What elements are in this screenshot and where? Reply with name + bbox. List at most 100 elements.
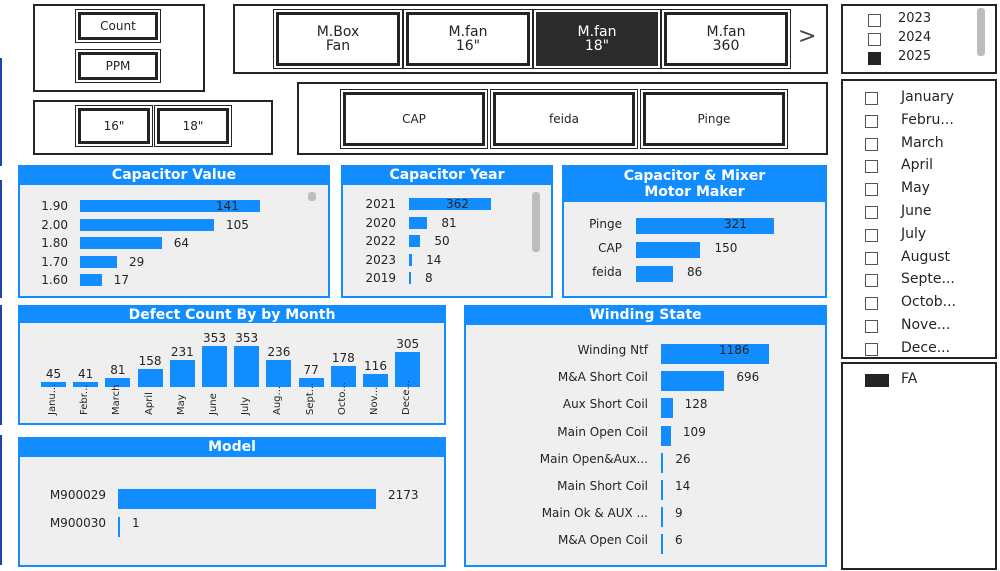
model-title: Model [20, 439, 444, 457]
winding_state-bar[interactable] [661, 507, 663, 528]
month-column[interactable] [73, 382, 99, 387]
capacitor_year-bar[interactable] [409, 253, 413, 266]
month-checkbox[interactable] [865, 183, 878, 197]
capacitor_maker-bar[interactable] [636, 242, 701, 258]
tab-mfan-18[interactable]: M.fan 18" [533, 9, 661, 69]
winding_state-bar[interactable] [661, 425, 671, 446]
month-label: Febru... [901, 111, 954, 128]
model-bar[interactable] [118, 517, 120, 537]
winding-state-card: Winding State Winding Ntf 1186 M&A Short C… [464, 305, 827, 567]
capacitor-value-scrollbar[interactable] [308, 192, 316, 201]
model-bar[interactable] [118, 489, 376, 509]
capacitor_value-value: 64 [173, 236, 189, 250]
capacitor_year-bar[interactable] [409, 272, 411, 284]
capacitor_value-label: 1.70 [41, 254, 68, 269]
month-column-value: 41 [78, 367, 94, 382]
winding_state-bar[interactable] [661, 371, 725, 392]
year-label-2024: 2024 [898, 30, 932, 45]
capacitor_year-label: 2023 [365, 252, 396, 267]
capacitor_year-bar[interactable] [409, 216, 428, 229]
capacitor_maker-bar[interactable] [636, 266, 673, 282]
month-column[interactable] [137, 368, 163, 387]
count-button[interactable]: Count [75, 9, 161, 43]
tab-mfan-16[interactable]: M.fan 16" [403, 9, 533, 69]
month-checkbox[interactable] [865, 160, 878, 174]
size-16-button[interactable]: 16" [75, 105, 153, 147]
month-column[interactable] [395, 351, 421, 387]
winding_state-label: M&A Open Coil [558, 533, 648, 548]
capacitor_year-bar[interactable] [409, 235, 421, 247]
month-column-value: 116 [364, 358, 387, 373]
winding_state-label: Aux Short Coil [562, 397, 648, 412]
month-checkbox[interactable] [865, 297, 878, 311]
capacitor_year-bar[interactable] [409, 198, 491, 210]
capacitor_maker-label: feida [592, 265, 622, 279]
capacitor_value-bar[interactable] [80, 274, 102, 286]
defect-by-month-card: Defect Count By by Month 45 Janu... 41 Febr… [18, 305, 446, 425]
capacitor-year-card: Capacitor Year 2021 362 2020 81 2022 50 2023 14… [341, 165, 553, 298]
tab-mbox-fan[interactable]: M.Box Fan [273, 9, 403, 69]
winding_state-bar[interactable] [661, 534, 663, 555]
capacitor_value-bar[interactable] [80, 218, 215, 231]
year-checkbox-2023[interactable] [868, 14, 881, 27]
metric-slicer: Count PPM [33, 4, 205, 92]
month-column[interactable] [41, 381, 66, 387]
size-18-button[interactable]: 18" [154, 105, 232, 147]
year-checkbox-2025[interactable] [868, 52, 881, 65]
month-checkbox[interactable] [865, 274, 878, 288]
month-checkbox[interactable] [865, 342, 878, 356]
winding_state-value: 6 [675, 533, 683, 548]
month-column[interactable] [298, 378, 324, 387]
month-checkbox[interactable] [865, 320, 878, 333]
capacitor_value-value: 29 [129, 254, 145, 269]
month-column[interactable] [363, 373, 388, 387]
capacitor_value-label: 1.60 [41, 273, 68, 287]
month-checkbox[interactable] [865, 228, 878, 242]
month-checkbox[interactable] [865, 114, 878, 128]
capacitor_value-bar[interactable] [80, 200, 260, 212]
month-column[interactable] [234, 346, 260, 387]
winding_state-bar[interactable] [661, 398, 673, 419]
year-checkbox-2024[interactable] [868, 33, 881, 46]
winding_state-bar[interactable] [661, 344, 769, 364]
capacitor_maker-value: 150 [714, 241, 738, 255]
model-value: 1 [132, 516, 140, 530]
month-column[interactable] [105, 377, 131, 387]
month-slicer: January Febru... March April May June July Augu… [841, 79, 997, 359]
model-tab-slicer: M.Box Fan M.fan 16" M.fan 18" M.fan 360 … [233, 4, 828, 74]
next-arrow-icon[interactable]: > [798, 24, 817, 49]
month-axis-label: July [240, 397, 252, 415]
capacitor-year-title: Capacitor Year [343, 167, 551, 185]
month-checkbox[interactable] [865, 206, 878, 219]
model-label: M900030 [49, 516, 106, 530]
winding_state-value: 14 [675, 479, 691, 493]
month-label: Octob... [901, 294, 957, 311]
maker-cap-button[interactable]: CAP [340, 89, 488, 149]
capacitor-value-card: Capacitor Value 1.90 141 2.00 105 1.80 64 1.70… [18, 165, 330, 298]
capacitor_value-bar[interactable] [80, 255, 118, 268]
maker-pinge-button[interactable]: Pinge [640, 89, 788, 149]
capacitor_maker-bar[interactable] [636, 218, 774, 234]
capacitor_value-bar[interactable] [80, 237, 162, 249]
month-checkbox[interactable] [865, 92, 878, 105]
month-column[interactable] [169, 360, 195, 387]
month-column[interactable] [202, 346, 227, 387]
capacitor-year-scrollbar[interactable] [532, 192, 540, 252]
month-column[interactable] [330, 366, 356, 387]
month-checkbox[interactable] [865, 251, 878, 265]
fa-checkbox[interactable] [865, 374, 889, 387]
winding_state-bar[interactable] [661, 480, 663, 500]
winding_state-bar[interactable] [661, 452, 664, 473]
winding_state-label: Winding Ntf [577, 343, 648, 357]
tab-mfan-360[interactable]: M.fan 360 [661, 9, 791, 69]
maker-feida-button[interactable]: feida [490, 89, 638, 149]
capacitor_maker-value: 86 [686, 265, 703, 279]
winding_state-value: 9 [675, 506, 683, 521]
capacitor_value-label: 1.90 [41, 199, 68, 213]
year-scrollbar[interactable] [977, 8, 985, 56]
capacitor_maker-label: CAP [598, 241, 622, 255]
ppm-button[interactable]: PPM [75, 49, 161, 83]
capacitor-maker-card: Capacitor & Mixer Motor Maker Pinge 321 CA… [562, 165, 827, 298]
month-checkbox[interactable] [865, 137, 878, 151]
month-column[interactable] [266, 359, 292, 387]
